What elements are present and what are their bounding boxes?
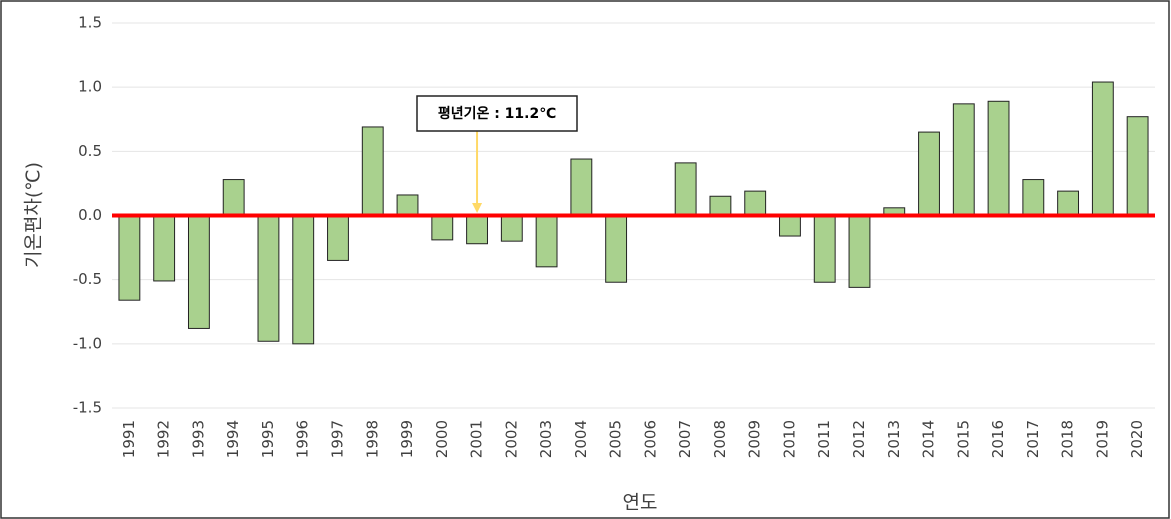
bar xyxy=(1057,190,1080,217)
x-tick-label: 1998 xyxy=(363,420,381,458)
bar xyxy=(952,103,975,216)
y-tick-label: 0.5 xyxy=(78,142,102,160)
x-tick-label: 1993 xyxy=(189,420,207,458)
annotation: 평년기온 : 11.2℃ xyxy=(438,105,556,122)
bar xyxy=(709,195,732,216)
x-tick-label: 2018 xyxy=(1059,420,1077,458)
y-tick-label: 0.0 xyxy=(78,206,102,224)
x-tick-label: 2015 xyxy=(954,420,972,458)
y-tick-label: -1.5 xyxy=(73,399,102,417)
x-tick-label: 2007 xyxy=(676,420,694,458)
x-tick-label: 2012 xyxy=(850,420,868,458)
bar xyxy=(396,194,419,216)
x-tick-label: 2002 xyxy=(502,420,520,458)
bar xyxy=(813,215,836,283)
bar xyxy=(327,215,349,261)
y-tick-label: 1.0 xyxy=(78,78,102,96)
x-axis-label: 연도 xyxy=(623,492,658,514)
x-tick-label: 2016 xyxy=(989,420,1007,458)
bar xyxy=(431,215,454,241)
x-tick-label: 2000 xyxy=(433,420,451,458)
x-tick-label: 2005 xyxy=(607,420,625,458)
x-tick-label: 2011 xyxy=(815,420,833,458)
x-tick-label: 1999 xyxy=(398,420,416,458)
x-tick-label: 2008 xyxy=(711,420,729,458)
x-tick-label: 2001 xyxy=(468,420,486,458)
bar xyxy=(292,215,315,345)
bar xyxy=(570,158,593,217)
y-axis-label: 기온편차(℃) xyxy=(23,162,45,268)
x-tick-label: 1994 xyxy=(224,420,242,458)
annotation-arrowhead xyxy=(472,203,483,213)
bar xyxy=(1091,81,1114,216)
bar xyxy=(1126,116,1149,216)
x-tick-label: 2006 xyxy=(641,420,659,458)
bar xyxy=(257,215,280,342)
x-tick-label: 1991 xyxy=(120,420,138,458)
bar xyxy=(1022,179,1045,216)
y-tick-label: -0.5 xyxy=(73,270,102,288)
x-tick-label: 2017 xyxy=(1024,420,1042,458)
bar xyxy=(848,215,871,288)
x-tick-label: 2003 xyxy=(537,420,555,458)
annotation-box xyxy=(416,95,578,132)
x-tick-label: 2019 xyxy=(1093,420,1111,458)
x-tick-label: 1997 xyxy=(328,420,346,458)
x-tick-label: 1996 xyxy=(294,420,312,458)
bar xyxy=(674,162,697,216)
x-tick-label: 1992 xyxy=(155,420,173,458)
bar xyxy=(744,190,767,217)
x-tick-label: 2010 xyxy=(780,420,798,458)
bar xyxy=(222,179,245,216)
bar xyxy=(466,215,488,245)
x-tick-label: 2014 xyxy=(920,420,938,458)
bar xyxy=(118,215,141,301)
x-tick-label: 1995 xyxy=(259,420,277,458)
y-tick-label: -1.0 xyxy=(73,334,102,352)
x-tick-label: 2020 xyxy=(1128,420,1146,458)
bar xyxy=(605,215,628,283)
bar xyxy=(153,215,176,282)
bar xyxy=(535,215,558,268)
y-tick-label: 1.5 xyxy=(78,14,102,32)
x-tick-label: 2013 xyxy=(885,420,903,458)
bar xyxy=(187,215,210,329)
bar xyxy=(361,126,384,216)
bar xyxy=(500,215,523,242)
bar xyxy=(779,215,801,237)
x-tick-label: 2009 xyxy=(746,420,764,458)
bar xyxy=(918,131,940,216)
bar xyxy=(987,100,1010,216)
x-tick-label: 2004 xyxy=(572,420,590,458)
